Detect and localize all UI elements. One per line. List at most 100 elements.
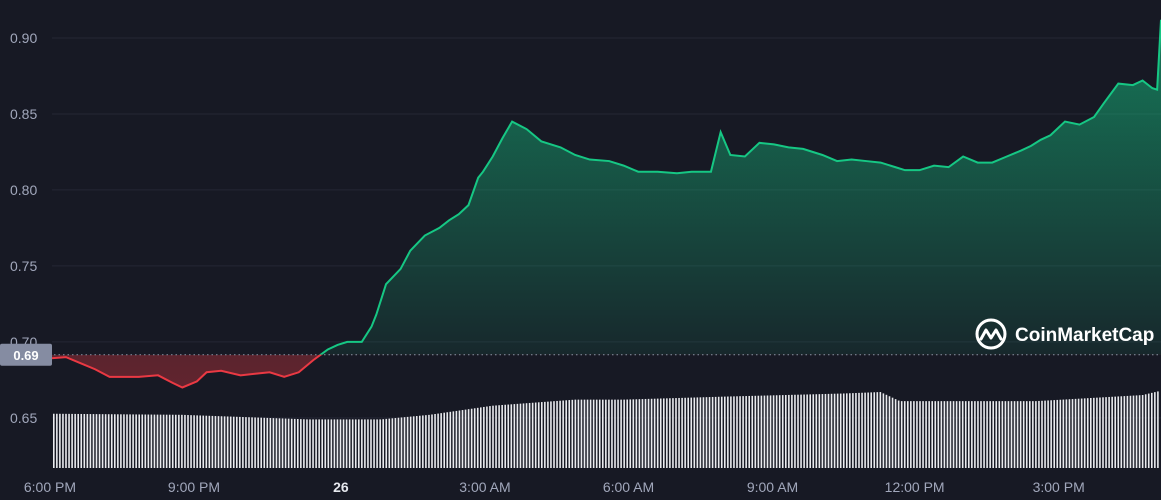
volume-bar — [537, 402, 540, 468]
volume-bar — [293, 418, 296, 468]
volume-bar — [1050, 400, 1052, 468]
volume-bar — [229, 416, 232, 468]
volume-bar — [141, 414, 144, 468]
volume-bar — [171, 414, 174, 468]
volume-bar — [867, 392, 869, 468]
volume-bar — [1114, 396, 1116, 468]
volume-bar — [446, 412, 449, 468]
volume-bar — [117, 414, 119, 468]
volume-bar — [1083, 398, 1086, 468]
volume-bar — [470, 408, 473, 468]
volume-bar — [922, 401, 924, 468]
volume-bar — [724, 396, 726, 468]
volume-bar — [385, 418, 388, 468]
volume-bar — [827, 393, 830, 468]
volume-bar — [617, 399, 619, 468]
volume-bar — [251, 417, 253, 468]
volume-bar — [824, 393, 827, 468]
x-tick-label: 26 — [333, 479, 349, 495]
volume-bar — [818, 394, 821, 468]
volume-bar — [846, 393, 848, 468]
volume-bar — [254, 417, 256, 468]
volume-bar — [989, 401, 991, 468]
volume-bar — [745, 396, 747, 468]
volume-bar — [974, 401, 976, 468]
volume-bar — [135, 414, 137, 468]
volume-bar — [635, 399, 638, 468]
volume-bar — [788, 394, 790, 468]
volume-bar — [260, 417, 262, 468]
volume-bar — [821, 394, 824, 468]
volume-bar — [324, 419, 327, 468]
volume-bar — [473, 408, 476, 468]
volume-bar — [678, 397, 680, 468]
volume-bar — [620, 399, 622, 468]
volume-bar — [358, 419, 360, 468]
volume-bar — [1068, 399, 1071, 468]
price-area — [0, 19, 1161, 388]
y-tick-label: 0.80 — [10, 182, 37, 198]
volume-bar — [897, 400, 900, 468]
volume-bar — [852, 393, 854, 468]
coinmarketcap-logo-icon — [975, 318, 1007, 350]
volume-bar — [757, 395, 760, 468]
x-tick-label: 3:00 PM — [1033, 479, 1085, 495]
volume-bar — [354, 419, 357, 468]
volume-bar — [760, 395, 763, 468]
volume-bar — [815, 394, 818, 468]
volume-bar — [763, 395, 766, 468]
volume-bar — [632, 399, 635, 468]
volume-bar — [663, 398, 665, 468]
volume-bar — [885, 394, 888, 468]
volume-bar — [1047, 400, 1049, 468]
volume-bar — [153, 414, 156, 468]
volume-bar — [419, 415, 421, 468]
volume-bar — [504, 404, 506, 468]
volume-bar — [321, 419, 323, 468]
volume-bar — [553, 401, 555, 468]
volume-bar — [638, 399, 641, 468]
volume-bar — [513, 404, 516, 468]
volume-bar — [730, 396, 732, 468]
volume-bar — [1074, 398, 1077, 468]
volume-bar — [1032, 401, 1034, 468]
volume-bar — [714, 396, 717, 468]
reference-price-label: 0.69 — [13, 348, 38, 363]
volume-bar — [59, 413, 61, 468]
x-tick-label: 6:00 PM — [24, 479, 76, 495]
reference-badge-background — [0, 343, 52, 366]
x-tick-label: 6:00 AM — [603, 479, 654, 495]
y-tick-label: 0.85 — [10, 106, 37, 122]
volume-bar — [769, 395, 772, 468]
volume-bar — [519, 403, 522, 468]
volume-bar — [1029, 401, 1031, 468]
volume-bar — [403, 417, 406, 468]
volume-bar — [223, 416, 226, 468]
volume-bar — [452, 411, 455, 468]
volume-bar — [336, 419, 339, 468]
volume-bar — [168, 414, 171, 468]
volume-bar — [684, 397, 686, 468]
volume-bar — [571, 399, 574, 468]
volume-bar — [696, 397, 699, 468]
volume-bar — [53, 413, 55, 468]
volume-bar — [1123, 396, 1126, 468]
volume-bar — [946, 401, 949, 468]
volume-bar — [1141, 395, 1144, 468]
volume-bar — [98, 414, 101, 468]
brand-name: CoinMarketCap — [1015, 325, 1154, 346]
volume-bar — [836, 393, 839, 468]
volume-bar — [263, 417, 266, 468]
volume-bar — [986, 401, 988, 468]
volume-bar — [900, 401, 903, 468]
volume-bar — [516, 403, 519, 468]
y-tick-label: 0.65 — [10, 410, 37, 426]
volume-bar — [376, 419, 378, 468]
volume-bar — [672, 398, 674, 468]
volume-bar — [181, 414, 183, 468]
volume-bar — [1056, 399, 1059, 468]
volume-bar — [232, 416, 235, 468]
volume-bar — [550, 401, 552, 468]
volume-bar — [574, 399, 577, 468]
volume-bar — [1010, 401, 1013, 468]
